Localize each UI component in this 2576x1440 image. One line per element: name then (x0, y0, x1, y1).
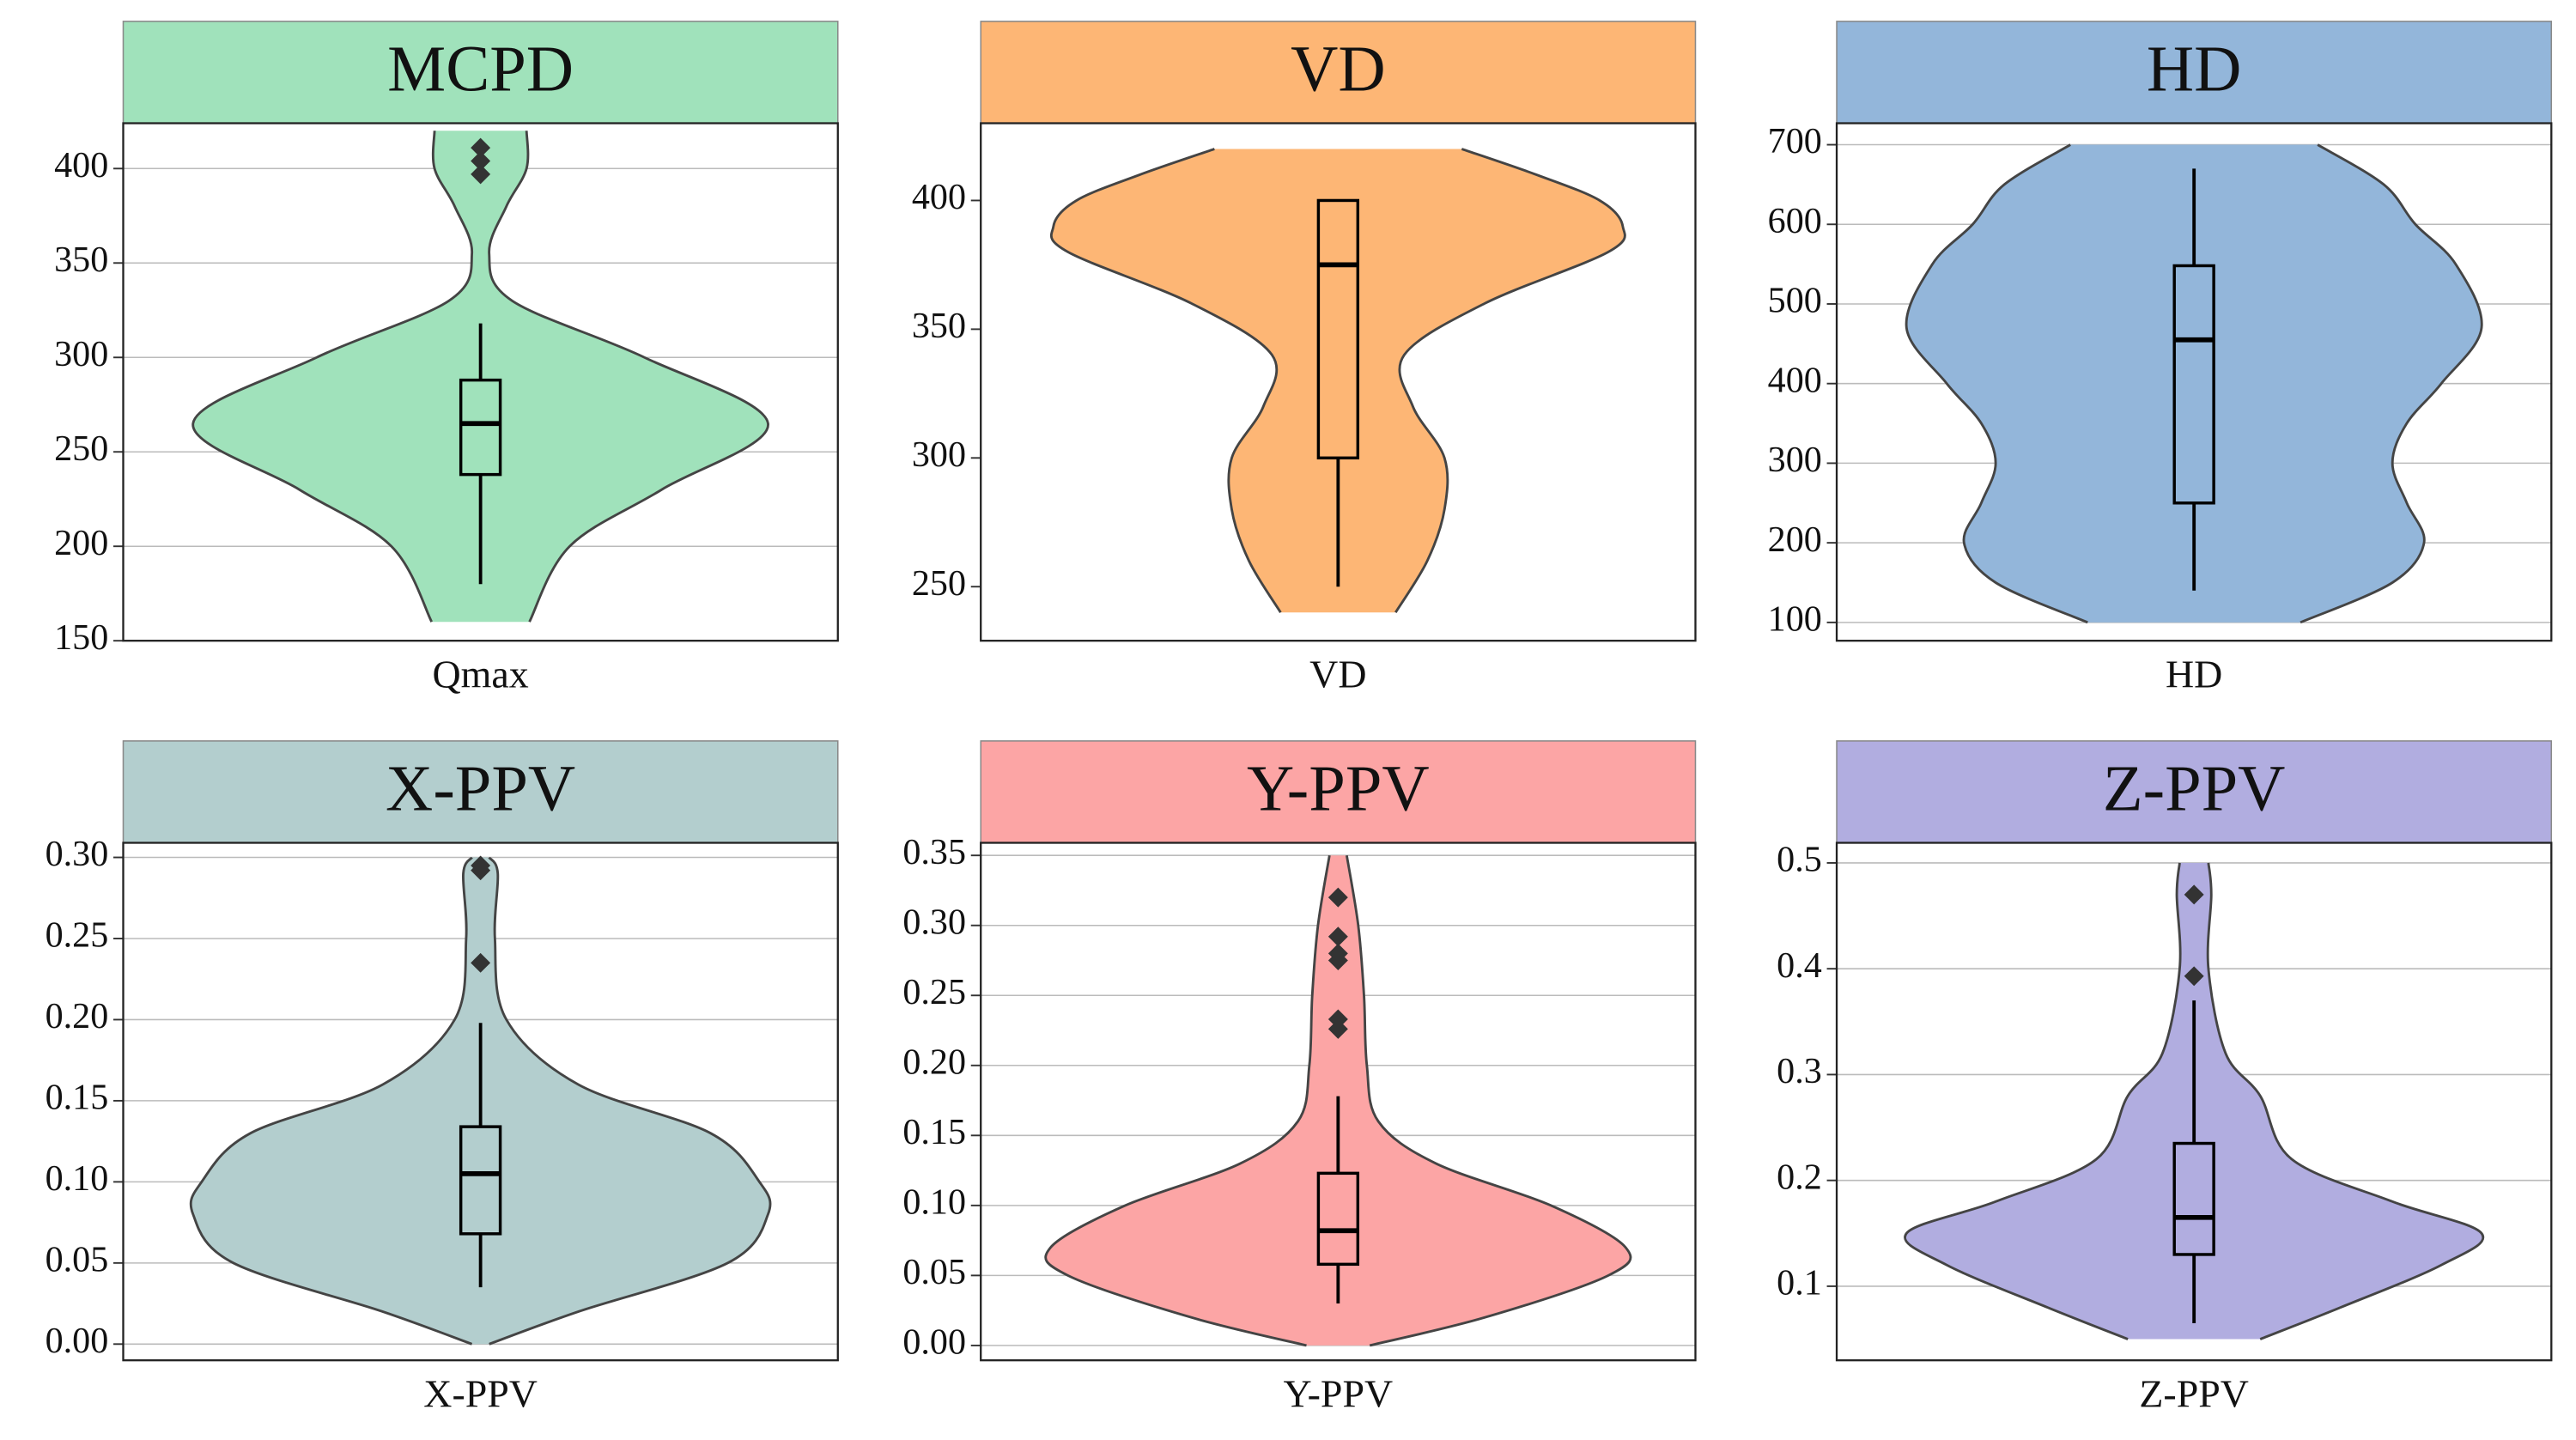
y-tick-label: 0.3 (1777, 1051, 1822, 1091)
y-tick-label: 0.00 (46, 1321, 109, 1361)
y-tick-label: 400 (912, 177, 966, 217)
y-tick-label: 0.5 (1777, 840, 1822, 880)
panel-header (980, 21, 1697, 125)
x-tick-label: Z-PPV (2139, 1372, 2249, 1416)
outlier (471, 855, 491, 876)
violin-body (1051, 149, 1625, 613)
panel-title: VD (1291, 33, 1386, 106)
y-tick-label: 150 (54, 617, 108, 658)
panel: HD 100 200 300 400 500 600 700 HD (1768, 21, 2553, 696)
x-tick-label: VD (1309, 653, 1366, 696)
violin-outline (488, 856, 772, 1346)
y-tick-label: 500 (1768, 281, 1822, 321)
plot-frame (122, 122, 839, 642)
violin-outline (189, 856, 473, 1346)
y-tick-label: 0.00 (902, 1322, 966, 1363)
violin-outline (2300, 143, 2483, 624)
y-tick-label: 200 (1768, 519, 1822, 560)
y-tick-label: 0.30 (902, 902, 966, 942)
plot-frame (122, 842, 839, 1362)
panel-title: MCPD (387, 33, 574, 106)
violin-body (1906, 144, 2482, 623)
plot-frame (1835, 122, 2553, 642)
violin-outline (1044, 854, 1331, 1347)
y-tick-label: 0.20 (902, 1042, 966, 1082)
box (459, 1125, 502, 1236)
y-tick-label: 0.10 (902, 1182, 966, 1223)
y-tick-label: 0.15 (902, 1112, 966, 1152)
x-tick-label: Qmax (433, 653, 529, 696)
y-tick-label: 0.30 (46, 834, 109, 874)
panel: MCPD 150 200 250 300 350 400 Qmax (54, 21, 839, 696)
y-tick-label: 0.05 (46, 1239, 109, 1279)
y-tick-label: 0.25 (46, 915, 109, 956)
y-tick-label: 0.35 (902, 832, 966, 872)
outlier (471, 137, 491, 158)
y-tick-label: 600 (1768, 201, 1822, 241)
y-tick-label: 350 (912, 306, 966, 346)
box (1316, 1171, 1360, 1267)
y-tick-label: 0.2 (1777, 1157, 1822, 1197)
x-tick-label: HD (2166, 653, 2222, 696)
y-tick-label: 400 (54, 145, 108, 185)
y-tick-label: 250 (912, 563, 966, 604)
y-tick-label: 250 (54, 428, 108, 469)
y-tick-label: 200 (54, 523, 108, 563)
x-tick-label: Y-PPV (1284, 1372, 1394, 1416)
plot-frame (1835, 842, 2553, 1362)
box (2172, 1141, 2215, 1256)
y-tick-label: 0.20 (46, 996, 109, 1036)
panel-header (122, 740, 839, 844)
panel-title: Y-PPV (1247, 752, 1430, 825)
panel-header (122, 21, 839, 125)
y-tick-label: 0.25 (902, 972, 966, 1012)
box (1316, 198, 1360, 460)
y-tick-label: 300 (1768, 440, 1822, 480)
panel-header (1836, 21, 2553, 125)
violin-outline (191, 131, 474, 623)
violin-outline (1049, 148, 1282, 613)
panel-title: HD (2147, 33, 2242, 106)
y-tick-label: 0.05 (902, 1252, 966, 1292)
panel: Z-PPV 0.1 0.2 0.3 0.4 0.5 Z-PPV (1777, 740, 2553, 1416)
y-tick-label: 400 (1768, 360, 1822, 400)
panel: VD 250 300 350 400 VD (912, 21, 1697, 696)
panel: Y-PPV 0.00 0.05 0.10 0.15 0.20 0.25 0.30 0.35 Y-P… (902, 740, 1697, 1416)
y-tick-label: 100 (1768, 599, 1822, 640)
x-tick-label: X-PPV (423, 1372, 538, 1416)
box (459, 378, 502, 477)
plot-frame (980, 842, 1697, 1362)
violin-outline (2206, 862, 2485, 1340)
y-tick-label: 0.4 (1777, 945, 1822, 986)
y-tick-label: 300 (912, 434, 966, 475)
y-tick-label: 350 (54, 240, 108, 280)
violin-outline (488, 131, 769, 623)
violin-outline (1394, 148, 1626, 613)
panel-header (1836, 740, 2553, 844)
violin-outline (1905, 143, 2088, 624)
panel-title: X-PPV (386, 752, 575, 825)
y-tick-label: 700 (1768, 121, 1822, 161)
y-tick-label: 0.15 (46, 1078, 109, 1118)
panel-header (980, 740, 1697, 844)
y-tick-label: 0.10 (46, 1158, 109, 1199)
y-tick-label: 0.1 (1777, 1263, 1822, 1303)
violin-outline (1904, 862, 2182, 1340)
y-tick-label: 300 (54, 334, 108, 374)
panel-title: Z-PPV (2103, 752, 2286, 825)
plot-frame (980, 122, 1697, 642)
violin-outline (1345, 854, 1632, 1347)
panel: X-PPV 0.00 0.05 0.10 0.15 0.20 0.25 0.30 X-PPV (46, 740, 839, 1416)
box (2172, 264, 2215, 505)
